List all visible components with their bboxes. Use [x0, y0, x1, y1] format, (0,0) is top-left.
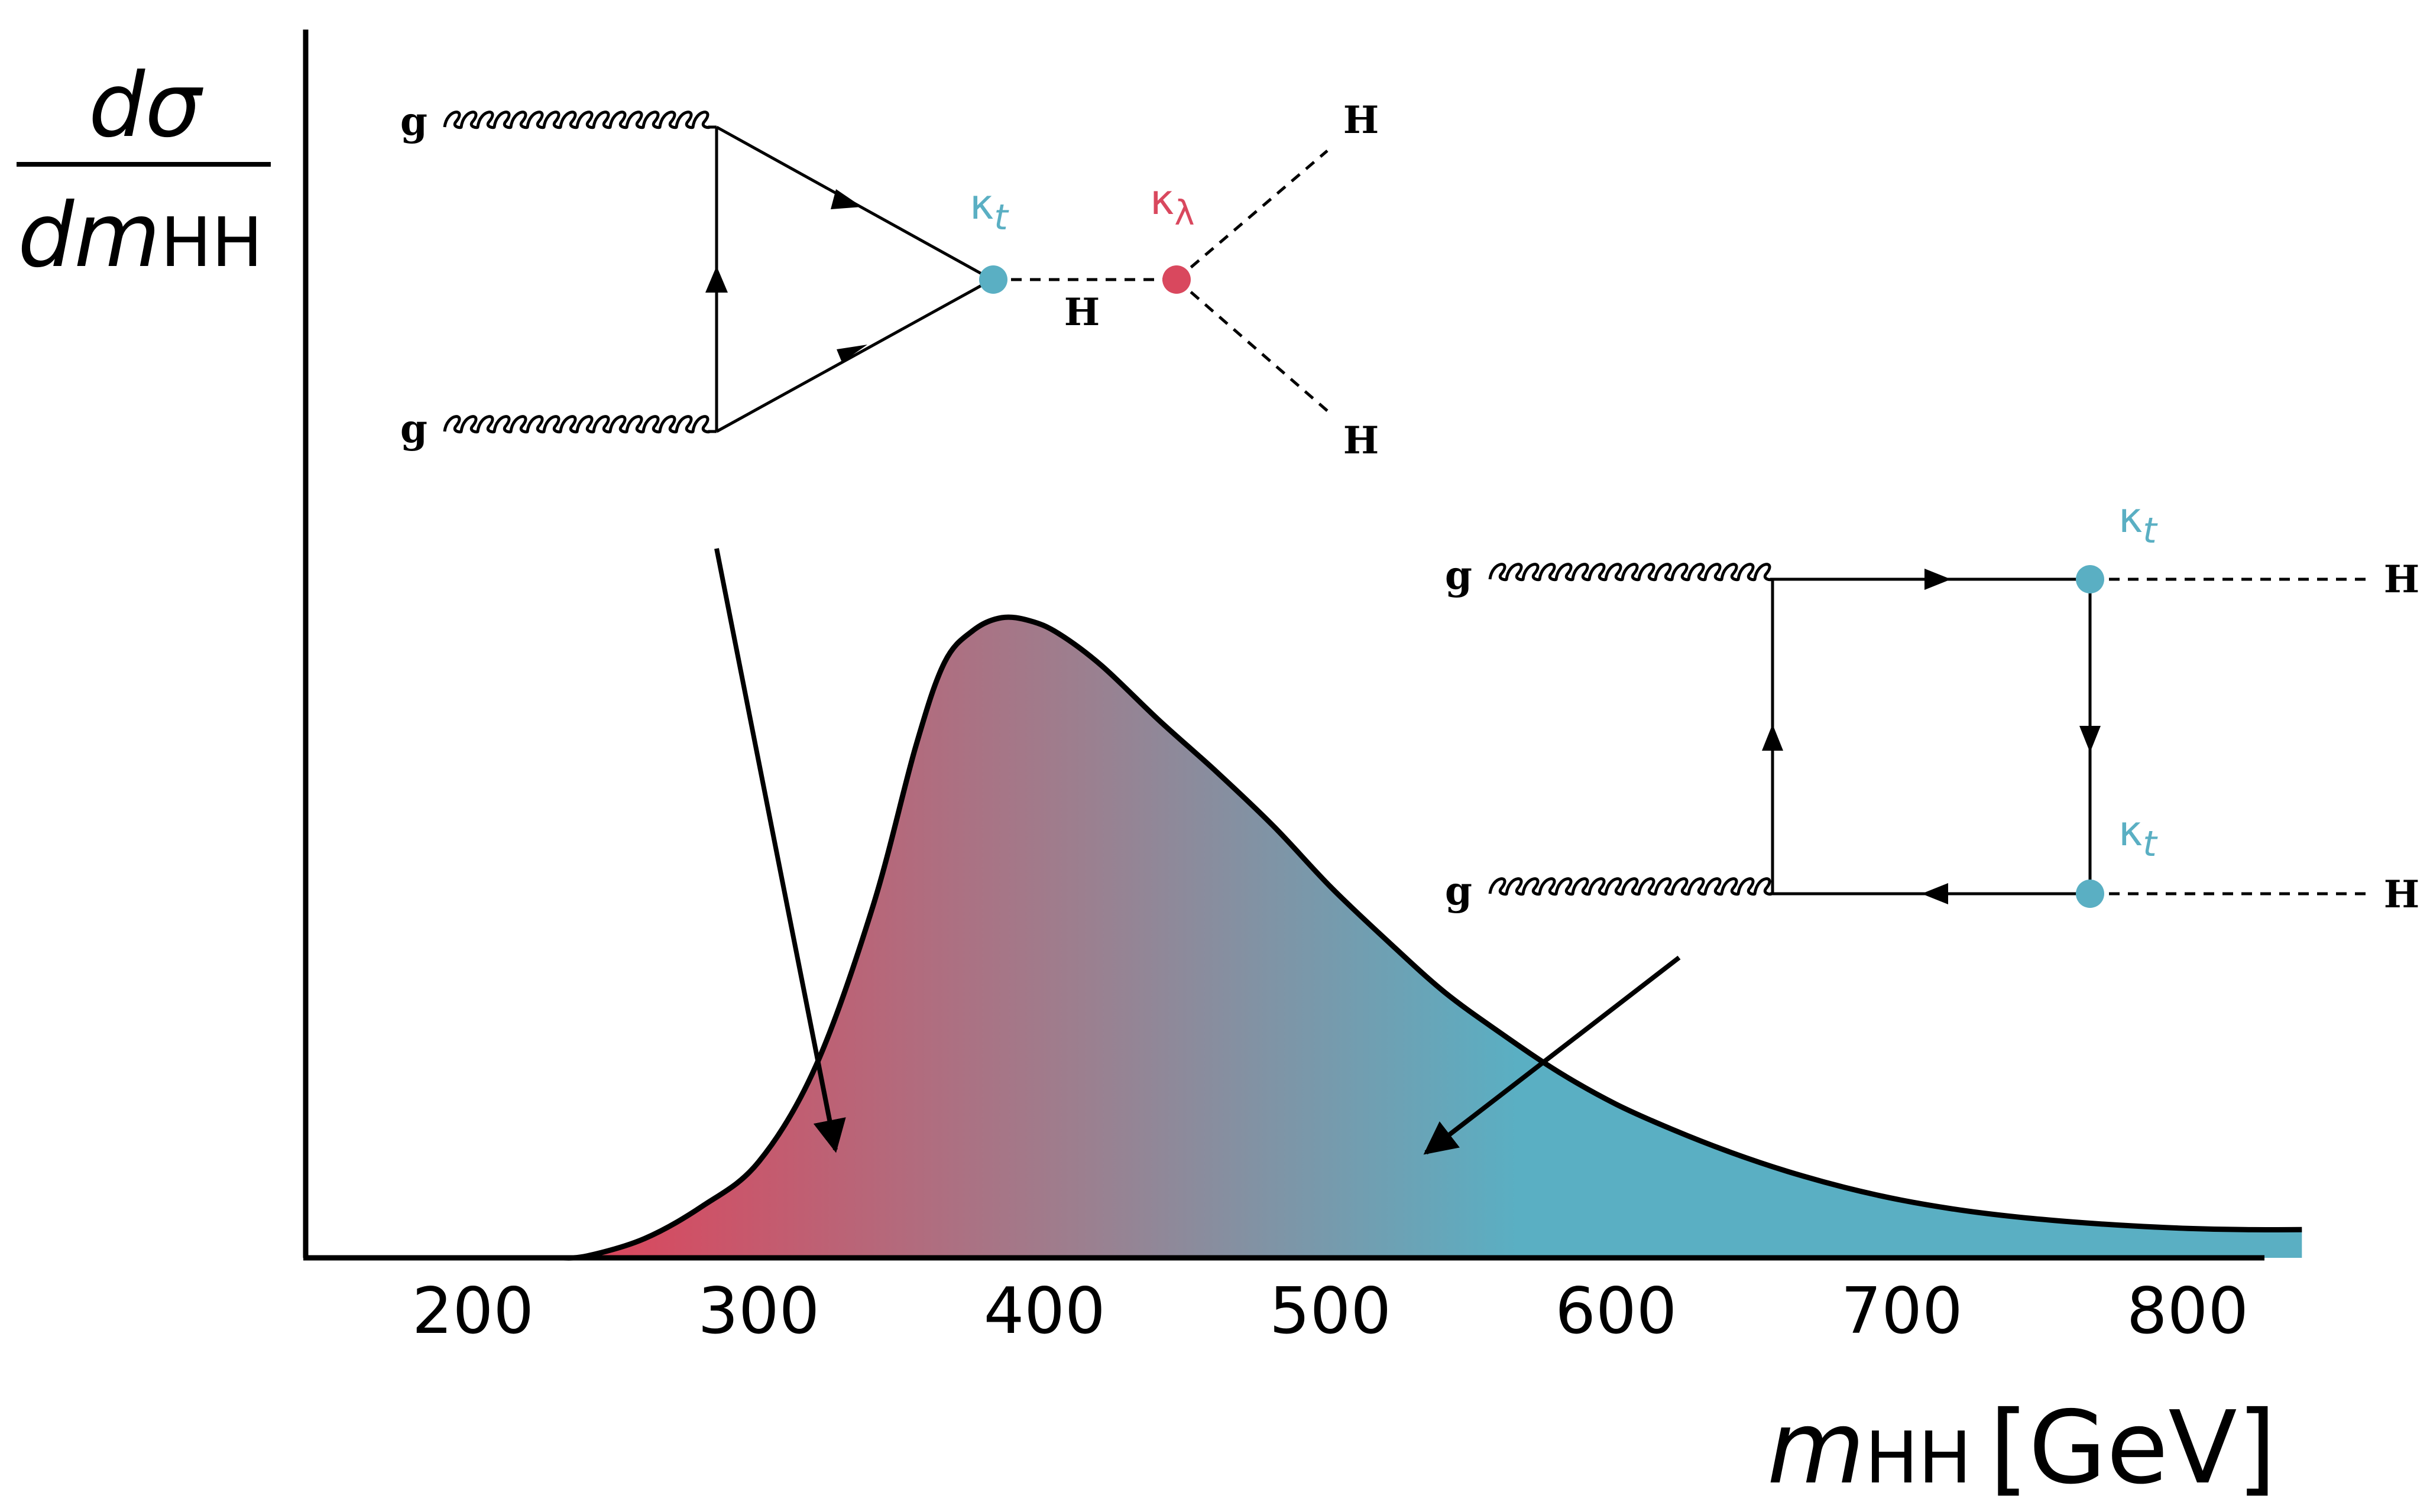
gluon-line-top — [443, 111, 717, 129]
y-label-numerator: dσ — [89, 54, 203, 157]
box-gluon-line-bottom — [1488, 877, 1773, 896]
box-gluon-line-top — [1488, 563, 1773, 582]
higgs-out-top-line — [1175, 150, 1329, 281]
kappa-lambda-label: κλ — [1150, 176, 1195, 233]
box-higgs-label-bottom: H — [2384, 872, 2419, 917]
kappa-t-label: κt — [970, 180, 1009, 238]
pointer-arrow-triangle — [714, 548, 846, 1153]
box-feynman-diagram: g g κt κt H H — [1445, 494, 2419, 917]
x-axis-label: mHH [GeV] — [1767, 1390, 2276, 1507]
distribution-curve — [306, 614, 2302, 1261]
box-kappa-t-vertex-top — [2076, 565, 2104, 593]
y-label-denominator: dmHH — [18, 184, 263, 287]
arrow-right-icon — [831, 189, 862, 209]
arrow-left-icon — [837, 345, 867, 362]
box-arrow-up-icon — [1762, 724, 1783, 751]
box-gluon-label-bottom: g — [1445, 868, 1472, 914]
x-tick-label: 400 — [984, 1274, 1106, 1348]
kappa-lambda-vertex — [1162, 265, 1191, 294]
x-tick-label: 500 — [1269, 1274, 1391, 1348]
box-gluon-label-top: g — [1445, 552, 1472, 598]
higgs-label-bottom: H — [1343, 418, 1379, 463]
arrow-up-icon — [705, 266, 728, 293]
higgs-label-mid: H — [1064, 290, 1100, 335]
higgs-label-top: H — [1343, 98, 1379, 142]
y-axis-label: dσ dmHH — [17, 54, 271, 287]
fermion-line-lower — [715, 278, 993, 433]
box-arrow-down-icon — [2079, 726, 2101, 752]
x-tick-label: 800 — [2127, 1274, 2248, 1348]
box-higgs-label-top: H — [2384, 557, 2419, 602]
pointer-arrow-box — [1423, 955, 1681, 1155]
gluon-line-bottom — [443, 415, 717, 434]
box-arrow-left-icon — [1922, 883, 1948, 904]
box-arrow-right-icon — [1924, 569, 1951, 590]
gluon-label-top: g — [400, 98, 427, 144]
x-tick-label: 300 — [698, 1274, 819, 1348]
x-tick-label: 200 — [412, 1274, 534, 1348]
distribution-area — [559, 617, 2302, 1258]
x-tick-label: 600 — [1555, 1274, 1677, 1348]
x-tick-label: 700 — [1841, 1274, 1963, 1348]
higgs-out-bottom-line — [1175, 278, 1329, 412]
gluon-label-bottom: g — [400, 405, 427, 452]
box-kappa-t-vertex-bottom — [2076, 880, 2104, 908]
triangle-feynman-diagram: g g κt κλ H H H — [400, 98, 1379, 463]
x-tick-labels: 200 300 400 500 600 700 800 — [412, 1274, 2248, 1348]
box-kappa-t-label-top: κt — [2118, 494, 2158, 551]
box-kappa-t-label-bottom: κt — [2118, 807, 2158, 865]
kappa-t-vertex — [979, 265, 1007, 294]
